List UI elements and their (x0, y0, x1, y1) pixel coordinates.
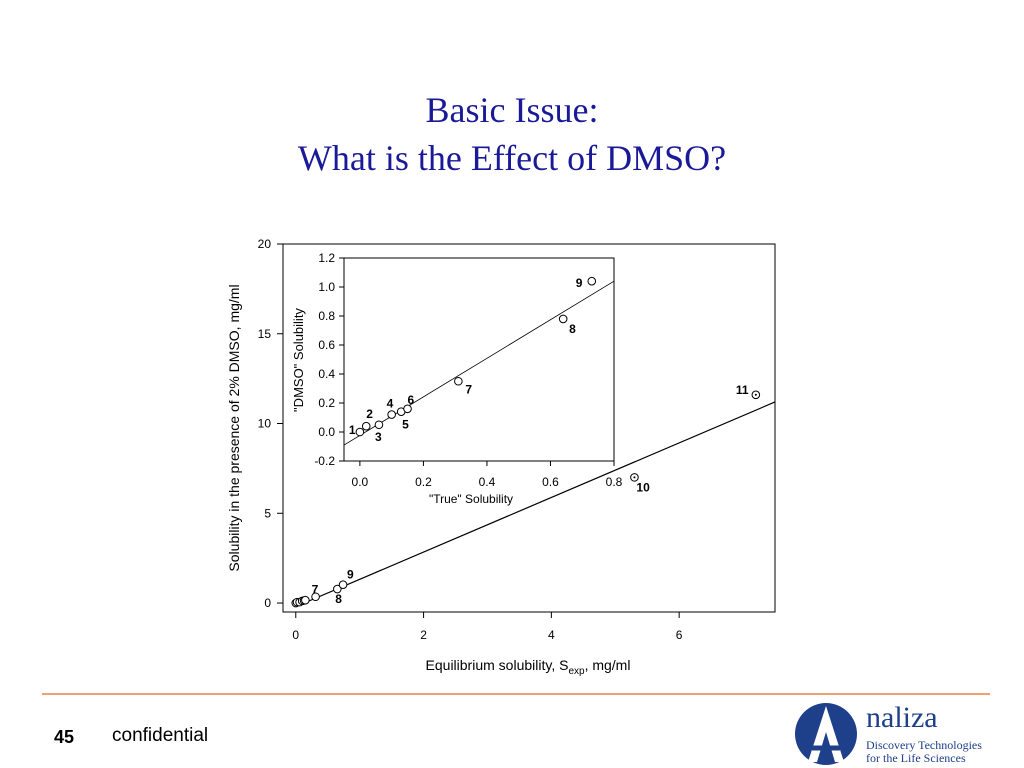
inset-data-point (374, 420, 384, 430)
main-point-label: 10 (636, 480, 650, 494)
inset-data-point (361, 421, 371, 431)
inset-plot-frame (343, 257, 615, 462)
inset-data-point (355, 427, 365, 437)
inset-x-tick-label: 0.0 (352, 475, 369, 489)
main-x-tick-label: 2 (420, 628, 427, 642)
inset-y-tick-label: 0.8 (318, 309, 335, 323)
main-data-point (301, 595, 310, 605)
inset-point-label: 7 (465, 382, 472, 396)
inset-data-point (454, 376, 463, 386)
inset-point-label: 2 (366, 407, 373, 421)
inset-x-tick-label: 0.8 (606, 475, 623, 489)
main-point-label: 8 (335, 592, 342, 606)
main-data-point (338, 580, 348, 590)
main-data-point (311, 592, 320, 602)
inset-data-point (587, 276, 597, 286)
inset-data-point (387, 410, 396, 419)
main-y-axis-label: Solubility in the presence of 2% DMSO, m… (226, 284, 242, 571)
inset-point-label: 3 (375, 430, 382, 444)
inset-point-label: 5 (402, 418, 409, 432)
inset-y-tick-label: -0.2 (314, 454, 335, 468)
main-x-tick-label: 0 (292, 628, 299, 642)
inset-y-tick-label: 0.2 (318, 396, 335, 410)
footer-confidential-label: confidential (112, 725, 209, 746)
logo-tagline-2: for the Life Sciences (866, 751, 966, 765)
logo-tagline-1: Discovery Technologies (866, 738, 982, 752)
inset-point-label: 6 (408, 393, 415, 407)
inset-y-tick-label: 1.0 (318, 280, 335, 294)
main-x-axis-label: Equilibrium solubility, Sexp, mg/ml (426, 657, 631, 677)
inset-y-axis-label: "DMSO" Solubility (291, 308, 306, 412)
inset-y-tick-label: 0.4 (318, 367, 335, 381)
inset-y-tick-label: 1.2 (318, 251, 335, 265)
analiza-logo-icon (795, 703, 857, 765)
main-y-tick-label: 15 (258, 327, 272, 341)
inset-y-tick-label: 0.6 (318, 338, 335, 352)
slide-title-line2: What is the Effect of DMSO? (297, 138, 727, 178)
main-x-tick-label: 6 (676, 628, 683, 642)
main-point-label: 7 (312, 583, 319, 597)
main-y-tick-label: 10 (258, 417, 272, 431)
inset-x-axis-label: "True" Solubility (429, 492, 513, 506)
inset-point-label: 1 (349, 423, 356, 437)
inset-x-tick-label: 0.6 (542, 475, 559, 489)
main-point-label: 9 (347, 568, 354, 582)
slide-title-line1: Basic Issue: (425, 90, 599, 130)
footer-divider (42, 693, 990, 695)
inset-point-label: 9 (576, 276, 583, 290)
inset-y-tick-label: 0.0 (318, 425, 335, 439)
inset-x-tick-label: 0.4 (479, 475, 496, 489)
logo-brand-name: naliza (866, 701, 938, 734)
main-data-point (333, 584, 342, 594)
main-data-point-center (754, 393, 757, 396)
inset-x-tick-label: 0.2 (415, 475, 432, 489)
main-y-tick-label: 0 (264, 596, 271, 610)
inset-data-point (558, 314, 568, 324)
main-plot-frame (282, 243, 776, 613)
main-fit-line (295, 401, 776, 608)
main-y-tick-label: 5 (264, 506, 271, 520)
inset-point-label: 8 (569, 322, 576, 336)
main-point-label: 11 (736, 383, 749, 397)
inset-data-point (403, 404, 412, 414)
main-y-tick-label: 20 (258, 237, 272, 251)
page-number: 45 (54, 727, 75, 747)
main-x-tick-label: 4 (548, 628, 555, 642)
inset-point-label: 4 (387, 397, 394, 411)
main-data-point-center (633, 476, 636, 479)
